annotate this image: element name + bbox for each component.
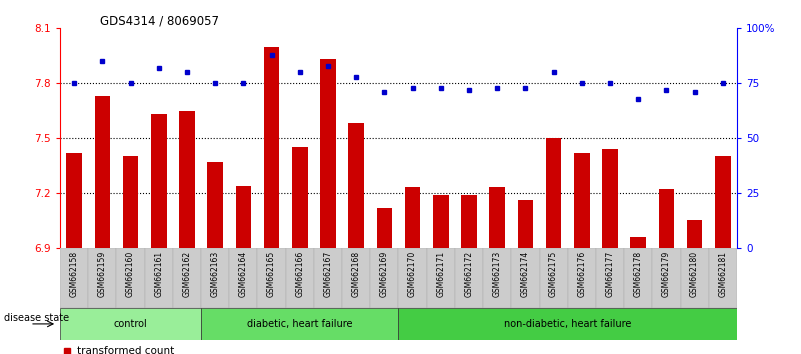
Text: control: control (114, 319, 147, 329)
Bar (540, 248, 568, 308)
Bar (151, 114, 167, 248)
Text: diabetic, heart failure: diabetic, heart failure (247, 319, 352, 329)
Text: GSM662160: GSM662160 (126, 251, 135, 297)
Text: GSM662179: GSM662179 (662, 251, 671, 297)
Bar (342, 248, 370, 308)
Text: non-diabetic, heart failure: non-diabetic, heart failure (504, 319, 631, 329)
Bar (123, 156, 139, 248)
Bar (602, 149, 618, 248)
Bar (376, 207, 392, 248)
Text: GSM662172: GSM662172 (465, 251, 473, 297)
Bar (116, 248, 145, 308)
Bar (399, 308, 737, 340)
Text: GSM662180: GSM662180 (690, 251, 699, 297)
Bar (207, 162, 223, 248)
Text: GSM662166: GSM662166 (296, 251, 304, 297)
Text: GSM662175: GSM662175 (549, 251, 558, 297)
Bar (545, 138, 562, 248)
Bar (60, 308, 201, 340)
Bar (264, 47, 280, 248)
Bar (715, 156, 731, 248)
Text: GSM662163: GSM662163 (211, 251, 219, 297)
Text: GSM662161: GSM662161 (155, 251, 163, 297)
Bar (229, 248, 257, 308)
Bar (235, 185, 252, 248)
Bar (286, 248, 314, 308)
Bar (201, 308, 399, 340)
Text: GSM662164: GSM662164 (239, 251, 248, 297)
Bar (568, 248, 596, 308)
Bar (574, 153, 590, 248)
Text: transformed count: transformed count (77, 346, 175, 354)
Bar (658, 189, 674, 248)
Bar (348, 124, 364, 248)
Text: GSM662170: GSM662170 (408, 251, 417, 297)
Bar (687, 220, 702, 248)
Bar (399, 248, 427, 308)
Bar (66, 153, 82, 248)
Text: GSM662169: GSM662169 (380, 251, 389, 297)
Bar (320, 59, 336, 248)
Text: GSM662162: GSM662162 (183, 251, 191, 297)
Text: GSM662171: GSM662171 (437, 251, 445, 297)
Text: GSM662168: GSM662168 (352, 251, 360, 297)
Bar (461, 195, 477, 248)
Bar (370, 248, 398, 308)
Bar (624, 248, 652, 308)
Bar (292, 147, 308, 248)
Bar (517, 200, 533, 248)
Text: GSM662159: GSM662159 (98, 251, 107, 297)
Bar (405, 187, 421, 248)
Bar (201, 248, 229, 308)
Bar (652, 248, 681, 308)
Bar (173, 248, 201, 308)
Text: GSM662158: GSM662158 (70, 251, 78, 297)
Text: GSM662173: GSM662173 (493, 251, 501, 297)
Bar (257, 248, 286, 308)
Bar (60, 248, 88, 308)
Bar (179, 110, 195, 248)
Text: GSM662177: GSM662177 (606, 251, 614, 297)
Text: GSM662174: GSM662174 (521, 251, 530, 297)
Bar (88, 248, 116, 308)
Bar (681, 248, 709, 308)
Bar (709, 248, 737, 308)
Text: GDS4314 / 8069057: GDS4314 / 8069057 (100, 14, 219, 27)
Bar (455, 248, 483, 308)
Bar (489, 187, 505, 248)
Bar (314, 248, 342, 308)
Bar (427, 248, 455, 308)
Text: disease state: disease state (4, 313, 69, 323)
Bar (511, 248, 540, 308)
Text: GSM662178: GSM662178 (634, 251, 642, 297)
Bar (483, 248, 511, 308)
Bar (433, 195, 449, 248)
Text: GSM662181: GSM662181 (718, 251, 727, 297)
Bar (596, 248, 624, 308)
Bar (95, 96, 110, 248)
Text: GSM662165: GSM662165 (267, 251, 276, 297)
Bar (145, 248, 173, 308)
Text: GSM662167: GSM662167 (324, 251, 332, 297)
Text: GSM662176: GSM662176 (578, 251, 586, 297)
Bar (630, 237, 646, 248)
